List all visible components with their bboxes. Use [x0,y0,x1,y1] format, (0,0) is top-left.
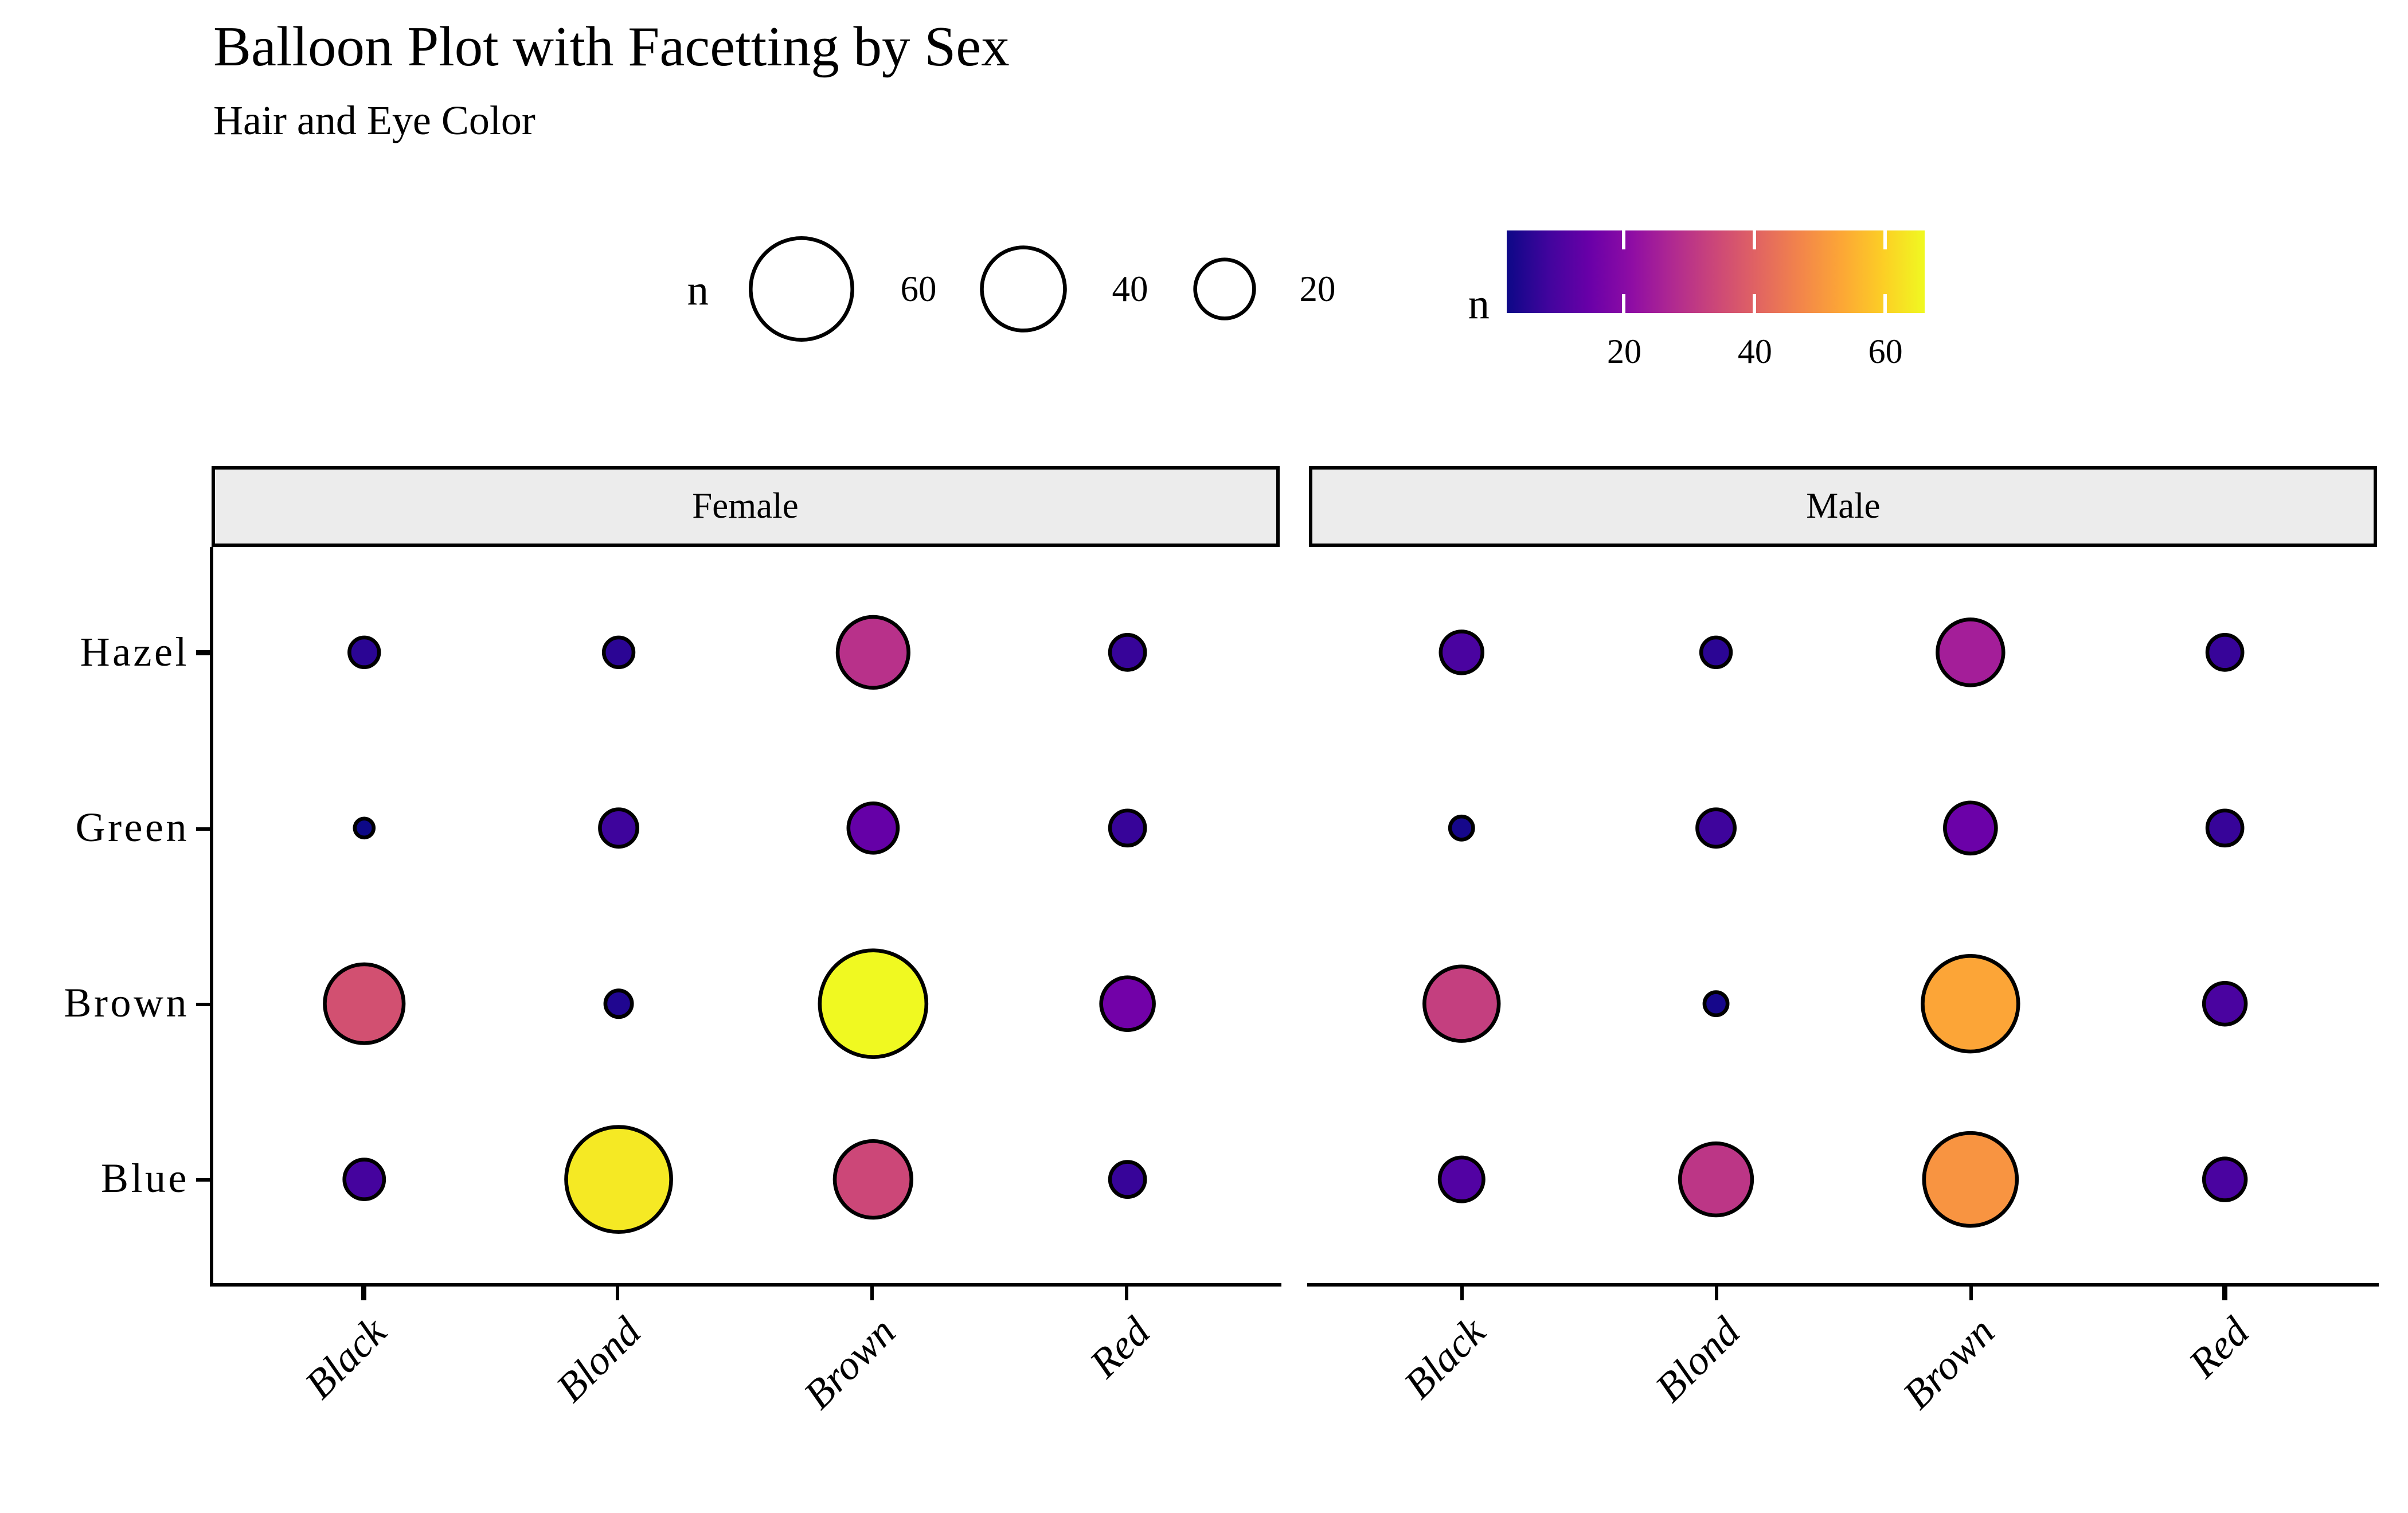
colorbar-tick-label-20: 20 [1607,334,1642,372]
balloon-female-blue-black [342,1158,386,1202]
balloon-female-hazel-blond [601,636,635,670]
balloon-male-brown-red [2202,981,2248,1027]
colorbar-tick-60 [1883,294,1887,313]
balloon-male-blue-blond [1678,1141,1754,1218]
x-axis-line [1307,1283,2380,1288]
page-title: Balloon Plot with Facetting by Sex [213,17,1010,79]
size-legend [749,236,1256,342]
balloon-male-blue-black [1437,1156,1486,1204]
balloon-female-brown-black [322,963,405,1046]
y-axis-tick [196,826,209,831]
balloon-female-blue-red [1107,1160,1147,1199]
colorbar-tick-40 [1753,294,1757,313]
y-axis-tick [196,1002,209,1006]
x-axis-label-black: Black [298,1309,397,1408]
colorbar-tick-label-60: 60 [1868,334,1903,372]
balloon-female-green-black [352,817,376,840]
y-axis-label-brown: Brown [64,982,189,1027]
x-axis-label-red: Red [2180,1309,2258,1387]
balloon-male-blue-brown [1922,1131,2019,1229]
size-legend-value-60: 60 [900,268,937,310]
balloon-male-green-red [2205,809,2245,849]
balloon-male-hazel-black [1438,630,1485,676]
y-axis-line [209,547,213,1288]
balloon-female-brown-brown [817,949,928,1060]
facet-strip-female: Female [211,466,1280,548]
balloon-male-brown-black [1422,965,1501,1043]
size-legend-circle-40 [980,245,1067,333]
size-legend-label: n [687,268,709,315]
balloon-male-blue-red [2202,1157,2248,1203]
x-axis-tick [1125,1287,1129,1300]
x-axis-tick [1459,1287,1464,1300]
colorbar-tick-20 [1623,294,1627,313]
size-legend-circle-20 [1193,257,1256,320]
balloon-male-hazel-red [2205,633,2245,673]
facet-strip-male: Male [1309,466,2378,548]
balloon-male-hazel-blond [1699,636,1733,670]
balloon-male-hazel-brown [1936,618,2006,688]
x-axis-label-red: Red [1082,1309,1160,1387]
x-axis-tick [362,1287,366,1300]
balloon-female-hazel-black [347,636,381,670]
x-axis-tick [1714,1287,1718,1300]
y-axis-label-hazel: Hazel [80,630,189,675]
x-axis-tick [616,1287,620,1300]
balloon-female-hazel-brown [835,615,910,690]
balloon-male-green-brown [1943,801,1998,857]
color-legend-gradient-bar [1507,230,1925,313]
y-axis-label-green: Green [75,806,189,851]
color-legend-label: n [1468,282,1490,329]
colorbar-tick-label-40: 40 [1737,334,1772,372]
balloon-female-green-red [1107,809,1147,849]
chart-subtitle: Hair and Eye Color [213,100,535,144]
x-axis-tick [1968,1287,1973,1300]
balloon-male-green-blond [1695,808,1737,850]
panel-female [322,615,1155,1234]
x-axis-tick [2223,1287,2227,1300]
balloon-female-blue-brown [832,1139,913,1221]
balloon-female-brown-blond [603,989,634,1020]
y-axis-label-blue: Blue [101,1158,189,1202]
balloon-female-blue-blond [564,1125,673,1234]
balloon-female-green-brown [846,802,900,855]
x-axis-line [209,1283,1282,1288]
colorbar-tick-40 [1753,230,1757,249]
x-axis-label-blond: Blond [549,1309,651,1412]
colorbar-tick-20 [1623,230,1627,249]
balloon-male-brown-brown [1921,954,2020,1054]
x-axis-label-black: Black [1396,1309,1495,1408]
size-legend-value-20: 20 [1299,268,1336,310]
y-axis-tick [196,651,209,655]
panel-male [1422,618,2248,1229]
colorbar-tick-60 [1883,230,1887,249]
x-axis-label-brown: Brown [797,1309,906,1418]
balloon-female-green-blond [597,808,639,850]
balloon-female-brown-red [1099,976,1155,1033]
y-axis-tick [196,1178,209,1182]
size-legend-value-40: 40 [1112,268,1148,310]
balloon-female-hazel-red [1107,633,1147,673]
x-axis-tick [870,1287,875,1300]
x-axis-label-brown: Brown [1895,1309,2004,1418]
size-legend-circle-60 [749,236,854,342]
balloon-male-green-black [1448,815,1475,842]
x-axis-label-blond: Blond [1647,1309,1749,1412]
balloon-male-brown-blond [1702,991,1730,1018]
